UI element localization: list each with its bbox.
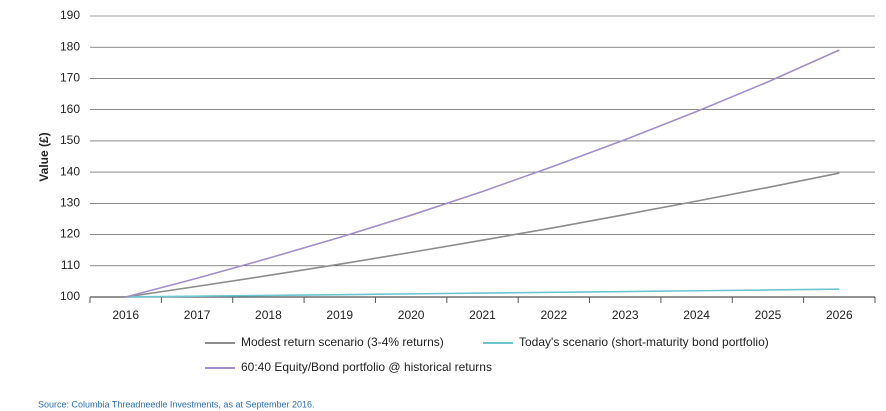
y-tick-label: 170 xyxy=(60,71,80,85)
y-axis-label: Value (£) xyxy=(37,132,51,181)
y-tick-label: 100 xyxy=(60,289,80,303)
y-tick-label: 110 xyxy=(61,258,80,272)
legend-label: Today's scenario (short-maturity bond po… xyxy=(519,335,769,349)
x-tick-label: 2016 xyxy=(112,308,139,322)
y-tick-label: 190 xyxy=(60,8,80,22)
y-tick-label: 160 xyxy=(60,102,80,116)
series-line xyxy=(125,172,840,298)
x-tick-label: 2022 xyxy=(541,308,568,322)
x-tick-label: 2020 xyxy=(398,308,425,322)
x-tick-label: 2018 xyxy=(255,308,282,322)
legend-label: 60:40 Equity/Bond portfolio @ historical… xyxy=(241,360,492,374)
x-tick-label: 2021 xyxy=(469,308,496,322)
x-tick-label: 2023 xyxy=(612,308,639,322)
x-tick-label: 2025 xyxy=(755,308,782,322)
y-tick-label: 180 xyxy=(60,39,80,53)
y-tick-label: 130 xyxy=(60,196,80,210)
x-tick-label: 2019 xyxy=(326,308,353,322)
series-line xyxy=(125,49,840,298)
y-tick-label: 140 xyxy=(60,164,80,178)
x-tick-label: 2024 xyxy=(683,308,710,322)
y-tick-label: 120 xyxy=(60,227,80,241)
series-line xyxy=(125,288,840,298)
x-tick-label: 2017 xyxy=(184,308,211,322)
x-tick-label: 2026 xyxy=(826,308,853,322)
y-tick-label: 150 xyxy=(60,133,80,147)
legend-label: Modest return scenario (3-4% returns) xyxy=(241,335,444,349)
source-note: Source: Columbia Threadneedle Investment… xyxy=(38,399,315,409)
